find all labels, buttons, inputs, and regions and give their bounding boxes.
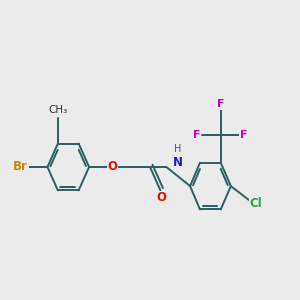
Text: H: H — [174, 144, 181, 154]
Text: CH₃: CH₃ — [48, 105, 68, 115]
Text: F: F — [193, 130, 201, 140]
Text: O: O — [108, 160, 118, 173]
Text: F: F — [240, 130, 247, 140]
Text: O: O — [156, 191, 166, 205]
Text: Br: Br — [13, 160, 28, 173]
Text: Cl: Cl — [249, 197, 262, 210]
Text: F: F — [217, 99, 224, 109]
Text: N: N — [172, 156, 183, 169]
